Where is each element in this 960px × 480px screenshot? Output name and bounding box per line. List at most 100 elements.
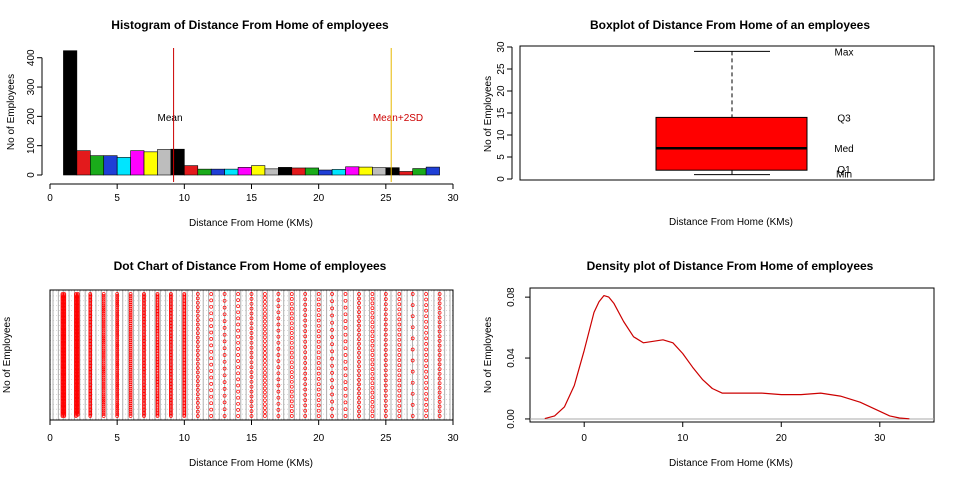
dotchart-point <box>128 403 133 408</box>
dotchart-x-tick-label: 25 <box>380 433 392 444</box>
dotchart-point <box>424 364 428 368</box>
dotchart-point <box>370 329 375 334</box>
dotchart-point <box>128 336 133 341</box>
dotchart-point <box>276 340 281 345</box>
dotchart-point <box>410 325 415 330</box>
histogram-x-tick-label: 25 <box>380 193 392 204</box>
dotchart-point <box>330 356 334 361</box>
dotchart-point <box>303 329 308 333</box>
dotchart-point <box>303 371 308 376</box>
dotchart-point <box>128 344 133 349</box>
dotchart-point <box>316 371 321 376</box>
dotchart-point <box>195 344 200 349</box>
dotchart-point <box>101 373 106 378</box>
dotchart-point <box>101 406 106 411</box>
dotchart-point <box>424 353 428 357</box>
histogram-x-tick-label: 0 <box>47 193 53 204</box>
dotchart-point <box>222 298 227 303</box>
dotchart-point <box>397 368 402 373</box>
dotchart-point <box>343 393 348 398</box>
dotchart-point <box>236 310 240 315</box>
dotchart-point <box>115 370 120 375</box>
dotchart-point <box>209 356 214 361</box>
dotchart-point <box>370 395 375 400</box>
dotchart-point <box>357 364 361 369</box>
dotchart-point <box>115 343 120 348</box>
dotchart-point <box>330 371 334 375</box>
dotchart-point <box>236 371 240 376</box>
dotchart-point <box>316 355 321 360</box>
dotchart-point <box>101 392 106 397</box>
dotchart-point <box>128 317 133 322</box>
dotchart-point <box>115 341 120 346</box>
histogram-bar <box>197 168 212 176</box>
boxplot-panel: Boxplot of Distance From Home of an empl… <box>483 18 935 228</box>
dotchart-point <box>424 319 428 324</box>
dotchart-point <box>115 387 120 392</box>
dotchart-point <box>101 317 106 322</box>
dotchart-point <box>101 309 106 314</box>
histogram-bar <box>425 166 440 176</box>
dotchart-point <box>209 349 214 354</box>
dotchart-point <box>289 336 294 340</box>
dotchart-point <box>370 362 375 367</box>
dotchart-point <box>249 389 254 394</box>
dotchart-point <box>316 387 321 392</box>
dotchart-point <box>437 376 442 381</box>
dotchart-point <box>236 334 240 339</box>
dotchart-point <box>437 324 442 329</box>
dotchart-point <box>128 384 133 389</box>
median-label: Med <box>834 144 853 155</box>
dotchart-y-axis-label: No of Employees <box>2 317 13 393</box>
density-y-tick-label: 0.04 <box>506 348 517 368</box>
dotchart-point <box>397 337 402 342</box>
dotchart-point <box>289 404 294 409</box>
dotchart-point <box>249 292 254 296</box>
dotchart-point <box>169 414 173 418</box>
dotchart-point <box>209 337 214 341</box>
dotchart-point <box>209 388 214 393</box>
dotchart-point <box>424 391 428 396</box>
dotchart-point <box>249 301 254 306</box>
dotchart-point <box>276 347 281 351</box>
density-frame <box>529 287 935 423</box>
density-x-tick-label: 20 <box>776 433 788 444</box>
dotchart-point <box>263 307 267 312</box>
dotchart-point <box>101 296 106 300</box>
dotchart-point <box>424 358 428 363</box>
histogram-y-tick-label: 100 <box>26 137 37 154</box>
dotchart-point <box>383 353 388 357</box>
dotchart-point <box>115 292 120 296</box>
dotchart-point <box>410 292 415 296</box>
dotchart-point <box>209 407 214 412</box>
dotchart-point <box>155 414 160 418</box>
density-x-tick-label: 10 <box>677 433 689 444</box>
dotchart-point <box>115 326 120 331</box>
dotchart-point <box>128 300 133 305</box>
dotchart-point <box>249 414 254 418</box>
dotchart-point <box>101 342 106 347</box>
dotchart-point <box>101 369 106 374</box>
histogram-bar <box>63 50 78 176</box>
dotchart-point <box>276 304 281 309</box>
dotchart-point <box>424 314 428 319</box>
dotchart-point <box>249 297 254 301</box>
dotchart-point <box>316 408 321 413</box>
dotchart-x-tick-label: 5 <box>114 433 120 444</box>
dotchart-point <box>383 403 388 408</box>
dotchart-point <box>195 318 200 322</box>
dotchart-point <box>195 405 200 410</box>
dotchart-point <box>343 387 348 391</box>
dotchart-x-axis-label: Distance From Home (KMs) <box>189 458 313 469</box>
dotchart-point <box>236 328 240 333</box>
dotchart-point <box>236 353 240 357</box>
dotchart-point <box>330 406 334 411</box>
dotchart-point <box>303 398 308 402</box>
dotchart-point <box>263 398 267 403</box>
dotchart-point <box>128 351 133 355</box>
dotchart-point <box>101 404 106 409</box>
dotchart-point <box>330 335 334 339</box>
dotchart-point <box>343 366 348 371</box>
dotchart-point <box>383 302 388 307</box>
dotchart-point <box>303 323 308 328</box>
